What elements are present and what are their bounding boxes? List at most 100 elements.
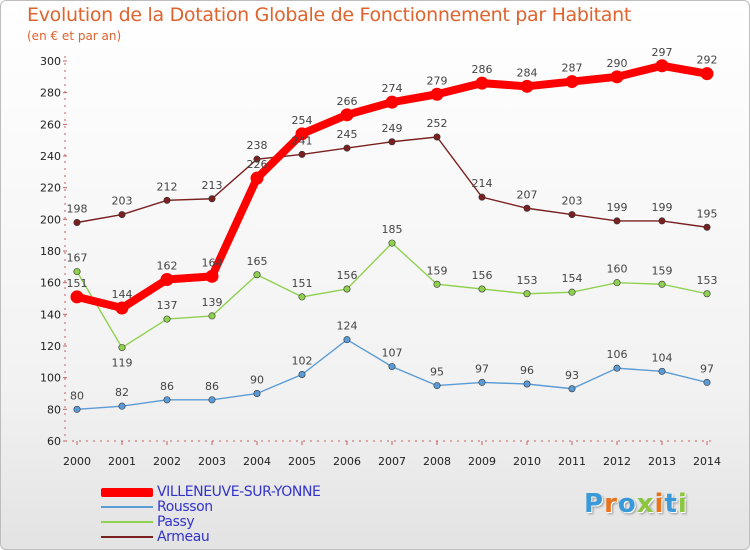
data-point-passy [298, 293, 306, 301]
data-point-rousson [568, 385, 576, 393]
data-label-armeau: 238 [247, 139, 268, 152]
data-point-rousson [703, 378, 711, 386]
legend-swatch-rousson [101, 506, 153, 508]
data-point-armeau [298, 150, 306, 158]
data-label-rousson: 107 [382, 347, 403, 360]
y-tick-label: 240 [40, 150, 61, 163]
data-label-villeneuve-sur-yonne: 287 [562, 62, 583, 75]
data-label-villeneuve-sur-yonne: 284 [517, 66, 538, 79]
data-point-armeau [343, 144, 351, 152]
data-point-villeneuve-sur-yonne [250, 171, 264, 185]
data-label-villeneuve-sur-yonne: 144 [112, 288, 133, 301]
data-label-villeneuve-sur-yonne: 292 [697, 54, 718, 67]
data-label-rousson: 95 [430, 366, 444, 379]
data-point-villeneuve-sur-yonne [565, 75, 579, 89]
data-label-passy: 153 [697, 274, 718, 287]
data-label-passy: 156 [472, 269, 493, 282]
data-point-passy [658, 280, 666, 288]
data-point-villeneuve-sur-yonne [610, 70, 624, 84]
legend-label-armeau: Armeau [157, 529, 210, 545]
x-tick-label: 2001 [108, 455, 136, 468]
data-label-rousson: 93 [565, 369, 579, 382]
data-label-villeneuve-sur-yonne: 164 [202, 256, 223, 269]
x-tick-label: 2008 [423, 455, 451, 468]
data-label-villeneuve-sur-yonne: 279 [427, 74, 448, 87]
data-label-armeau: 198 [67, 203, 88, 216]
data-point-armeau [658, 217, 666, 225]
data-point-villeneuve-sur-yonne [520, 79, 534, 93]
data-point-villeneuve-sur-yonne [160, 273, 174, 286]
data-point-rousson [388, 363, 396, 371]
data-point-rousson [73, 405, 81, 413]
data-label-villeneuve-sur-yonne: 266 [337, 95, 358, 108]
data-point-passy [568, 288, 576, 296]
logo-letter: P [584, 489, 605, 519]
data-label-villeneuve-sur-yonne: 226 [247, 158, 268, 171]
data-label-rousson: 106 [607, 348, 628, 361]
data-label-rousson: 86 [205, 380, 219, 393]
data-point-villeneuve-sur-yonne [340, 108, 354, 122]
data-point-rousson [298, 370, 306, 378]
y-tick-label: 300 [40, 55, 61, 68]
data-label-passy: 185 [382, 223, 403, 236]
data-label-rousson: 124 [337, 320, 358, 333]
x-tick-label: 2009 [468, 455, 496, 468]
data-point-armeau [478, 193, 486, 201]
y-tick-label: 260 [40, 118, 61, 131]
data-point-villeneuve-sur-yonne [295, 127, 309, 141]
logo-letter: i [654, 489, 665, 519]
data-label-armeau: 203 [112, 195, 133, 208]
y-tick-label: 100 [40, 372, 61, 385]
data-label-passy: 139 [202, 296, 223, 309]
legend-label-villeneuve: VILLENEUVE-SUR-YONNE [157, 484, 321, 500]
legend-swatch-armeau [101, 536, 153, 538]
y-tick-label: 200 [40, 213, 61, 226]
data-label-armeau: 241 [292, 134, 313, 147]
data-label-armeau: 195 [697, 207, 718, 220]
data-label-villeneuve-sur-yonne: 151 [67, 277, 88, 290]
data-label-rousson: 90 [250, 374, 264, 387]
legend-label-passy: Passy [157, 514, 195, 530]
data-point-rousson [343, 336, 351, 344]
data-label-armeau: 213 [202, 179, 223, 192]
data-point-rousson [163, 396, 171, 404]
chart-series [70, 59, 714, 413]
data-point-villeneuve-sur-yonne [700, 67, 714, 81]
data-label-armeau: 199 [607, 201, 628, 214]
logo-letter: r [604, 489, 618, 519]
data-label-rousson: 97 [475, 362, 489, 375]
data-label-villeneuve-sur-yonne: 290 [607, 57, 628, 70]
data-point-villeneuve-sur-yonne [385, 95, 399, 109]
data-point-armeau [73, 219, 81, 227]
data-point-armeau [118, 211, 126, 219]
data-point-armeau [703, 223, 711, 231]
data-label-passy: 159 [427, 264, 448, 277]
proxiti-logo: Proxiti [584, 489, 688, 519]
chart-title: Evolution de la Dotation Globale de Fonc… [27, 4, 632, 26]
data-point-villeneuve-sur-yonne [475, 76, 489, 90]
data-point-passy [478, 285, 486, 293]
data-label-villeneuve-sur-yonne: 162 [157, 260, 178, 273]
y-tick-label: 160 [40, 277, 61, 290]
data-label-villeneuve-sur-yonne: 274 [382, 82, 403, 95]
data-label-armeau: 207 [517, 188, 538, 201]
data-label-armeau: 199 [652, 201, 673, 214]
data-point-rousson [253, 389, 261, 397]
x-tick-label: 2014 [693, 455, 721, 468]
data-label-rousson: 96 [520, 364, 534, 377]
data-point-passy [343, 285, 351, 293]
legend-swatch-villeneuve [101, 488, 153, 497]
data-label-rousson: 104 [652, 351, 673, 364]
data-point-rousson [658, 367, 666, 375]
data-point-passy [163, 315, 171, 323]
data-point-passy [433, 280, 441, 288]
data-point-armeau [163, 196, 171, 204]
data-point-rousson [208, 396, 216, 404]
data-label-rousson: 86 [160, 380, 174, 393]
y-tick-label: 220 [40, 182, 61, 195]
data-label-armeau: 212 [157, 180, 178, 193]
data-point-villeneuve-sur-yonne [70, 290, 84, 304]
y-tick-label: 140 [40, 308, 61, 321]
y-tick-label: 180 [40, 245, 61, 258]
data-point-armeau [208, 195, 216, 203]
